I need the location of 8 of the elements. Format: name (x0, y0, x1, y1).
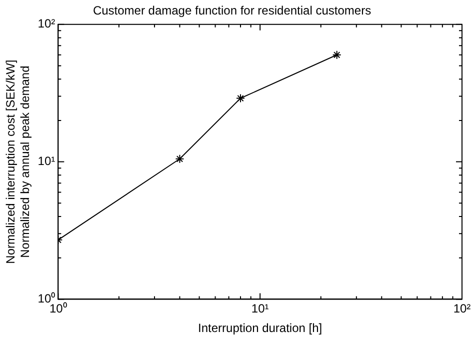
y-axis-title: Normalized interruption cost [SEK/kW] Normalized by annual peak demand (4, 60, 32, 264)
y-tick-label: 10² (38, 16, 56, 31)
x-tick-label: 10¹ (251, 302, 269, 316)
x-tick-label: 10⁰ (49, 302, 67, 316)
y-tick-label: 10¹ (38, 154, 56, 168)
chart-title: Customer damage function for residential customers (92, 4, 372, 18)
x-tick-label: 10² (453, 302, 471, 316)
x-axis-title: Interruption duration [h] (198, 321, 322, 336)
